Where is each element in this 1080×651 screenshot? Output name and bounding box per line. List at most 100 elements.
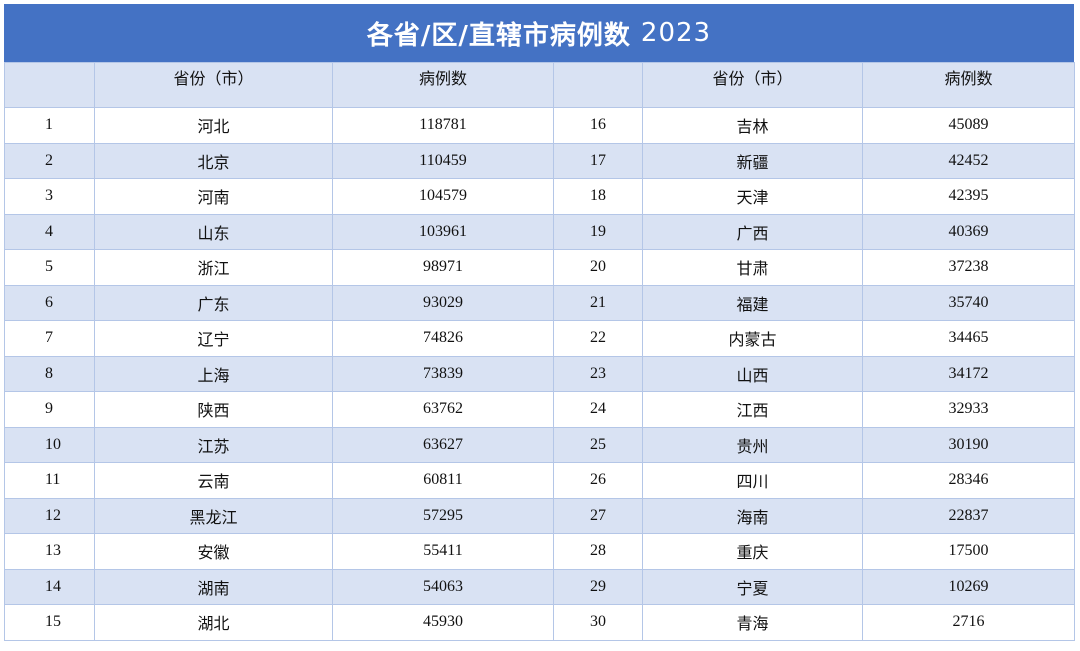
table-row: 14 湖南 54063 29 宁夏 10269: [4, 568, 1075, 605]
table-row: 15 湖北 45930 30 青海 2716: [4, 604, 1075, 641]
rank-cell: 17: [553, 142, 643, 179]
cases-cell: 32933: [862, 391, 1075, 428]
rank-cell: 12: [4, 497, 95, 534]
cases-cell: 34465: [862, 320, 1075, 357]
province-cell: 河北: [94, 107, 333, 144]
cases-cell: 45930: [332, 604, 554, 641]
table-row: 12 黑龙江 57295 27 海南 22837: [4, 497, 1075, 534]
rank-cell: 21: [553, 284, 643, 321]
cases-cell: 60811: [332, 462, 554, 499]
rank-cell: 15: [4, 604, 95, 641]
rank-cell: 22: [553, 320, 643, 357]
rank-cell: 19: [553, 213, 643, 250]
rank-cell: 27: [553, 497, 643, 534]
cases-cell: 74826: [332, 320, 554, 357]
cases-cell: 37238: [862, 249, 1075, 286]
table-row: 8 上海 73839 23 山西 34172: [4, 355, 1075, 392]
cases-cell: 110459: [332, 142, 554, 179]
province-cell: 四川: [642, 462, 863, 499]
province-cell: 河南: [94, 178, 333, 215]
cases-cell: 30190: [862, 426, 1075, 463]
province-cell: 福建: [642, 284, 863, 321]
header-rank-right: [553, 62, 643, 108]
table-row: 7 辽宁 74826 22 内蒙古 34465: [4, 320, 1075, 357]
rank-cell: 28: [553, 533, 643, 570]
cases-cell: 104579: [332, 178, 554, 215]
rank-cell: 3: [4, 178, 95, 215]
table-body: 1 河北 118781 16 吉林 45089 2 北京 110459 17 新疆 42452 3 河南 1…: [4, 107, 1075, 641]
province-cell: 湖北: [94, 604, 333, 641]
province-cell: 广东: [94, 284, 333, 321]
rank-cell: 26: [553, 462, 643, 499]
rank-cell: 29: [553, 568, 643, 605]
rank-cell: 10: [4, 426, 95, 463]
province-cell: 湖南: [94, 568, 333, 605]
cases-cell: 10269: [862, 568, 1075, 605]
header-cases-right: 病例数: [862, 62, 1075, 108]
province-cell: 江西: [642, 391, 863, 428]
cases-cell: 17500: [862, 533, 1075, 570]
cases-cell: 103961: [332, 213, 554, 250]
province-cell: 陕西: [94, 391, 333, 428]
rank-cell: 1: [4, 107, 95, 144]
cases-cell: 63762: [332, 391, 554, 428]
province-cell: 北京: [94, 142, 333, 179]
province-cell: 黑龙江: [94, 497, 333, 534]
province-cell: 浙江: [94, 249, 333, 286]
province-cell: 宁夏: [642, 568, 863, 605]
rank-cell: 11: [4, 462, 95, 499]
province-cell: 海南: [642, 497, 863, 534]
rank-cell: 18: [553, 178, 643, 215]
cases-cell: 54063: [332, 568, 554, 605]
cases-cell: 42395: [862, 178, 1075, 215]
cases-cell: 63627: [332, 426, 554, 463]
title-year: 2023: [640, 18, 712, 48]
province-cell: 山东: [94, 213, 333, 250]
cases-cell: 98971: [332, 249, 554, 286]
province-cell: 江苏: [94, 426, 333, 463]
table-title: 各省/区/直辖市病例数 2023: [4, 4, 1074, 62]
table-row: 9 陕西 63762 24 江西 32933: [4, 391, 1075, 428]
cases-cell: 57295: [332, 497, 554, 534]
province-cell: 吉林: [642, 107, 863, 144]
case-count-table: 省份（市） 病例数 省份（市） 病例数 1 河北 118781 16 吉林 45089 2 北…: [4, 62, 1075, 641]
province-cell: 贵州: [642, 426, 863, 463]
cases-cell: 40369: [862, 213, 1075, 250]
table-container: 各省/区/直辖市病例数 2023 省份（市） 病例数 省份（市） 病例数 1 河北…: [4, 4, 1075, 641]
cases-cell: 73839: [332, 355, 554, 392]
rank-cell: 7: [4, 320, 95, 357]
province-cell: 新疆: [642, 142, 863, 179]
cases-cell: 28346: [862, 462, 1075, 499]
cases-cell: 22837: [862, 497, 1075, 534]
cases-cell: 45089: [862, 107, 1075, 144]
table-row: 11 云南 60811 26 四川 28346: [4, 462, 1075, 499]
cases-cell: 34172: [862, 355, 1075, 392]
header-row: 省份（市） 病例数 省份（市） 病例数: [4, 62, 1075, 108]
rank-cell: 25: [553, 426, 643, 463]
province-cell: 内蒙古: [642, 320, 863, 357]
table-row: 3 河南 104579 18 天津 42395: [4, 178, 1075, 215]
rank-cell: 4: [4, 213, 95, 250]
table-row: 6 广东 93029 21 福建 35740: [4, 284, 1075, 321]
rank-cell: 23: [553, 355, 643, 392]
rank-cell: 20: [553, 249, 643, 286]
province-cell: 天津: [642, 178, 863, 215]
rank-cell: 9: [4, 391, 95, 428]
rank-cell: 14: [4, 568, 95, 605]
header-province-left: 省份（市）: [94, 62, 333, 108]
province-cell: 广西: [642, 213, 863, 250]
rank-cell: 16: [553, 107, 643, 144]
table-row: 4 山东 103961 19 广西 40369: [4, 213, 1075, 250]
rank-cell: 13: [4, 533, 95, 570]
province-cell: 青海: [642, 604, 863, 641]
table-row: 10 江苏 63627 25 贵州 30190: [4, 426, 1075, 463]
rank-cell: 8: [4, 355, 95, 392]
cases-cell: 42452: [862, 142, 1075, 179]
header-province-right: 省份（市）: [642, 62, 863, 108]
rank-cell: 5: [4, 249, 95, 286]
province-cell: 山西: [642, 355, 863, 392]
province-cell: 安徽: [94, 533, 333, 570]
rank-cell: 6: [4, 284, 95, 321]
province-cell: 辽宁: [94, 320, 333, 357]
cases-cell: 35740: [862, 284, 1075, 321]
